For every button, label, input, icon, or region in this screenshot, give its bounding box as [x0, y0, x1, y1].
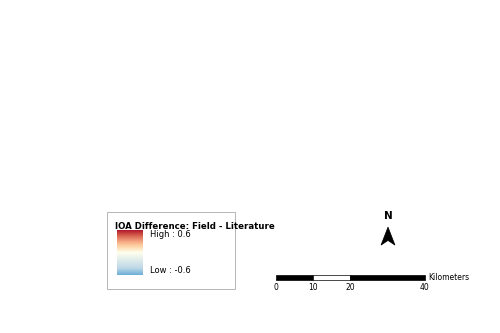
Text: 0: 0: [273, 283, 278, 292]
Bar: [276, 275, 313, 280]
Text: High : 0.6: High : 0.6: [150, 230, 190, 239]
Bar: [350, 275, 425, 280]
Text: 10: 10: [308, 283, 318, 292]
Text: N: N: [384, 211, 392, 221]
Text: Kilometers: Kilometers: [428, 273, 469, 282]
Bar: [107, 212, 235, 289]
Polygon shape: [381, 227, 395, 245]
Text: IOA Difference: Field - Literature: IOA Difference: Field - Literature: [115, 222, 274, 231]
Text: 20: 20: [346, 283, 355, 292]
Bar: [313, 275, 350, 280]
Text: 40: 40: [420, 283, 430, 292]
Text: Low : -0.6: Low : -0.6: [150, 266, 190, 275]
